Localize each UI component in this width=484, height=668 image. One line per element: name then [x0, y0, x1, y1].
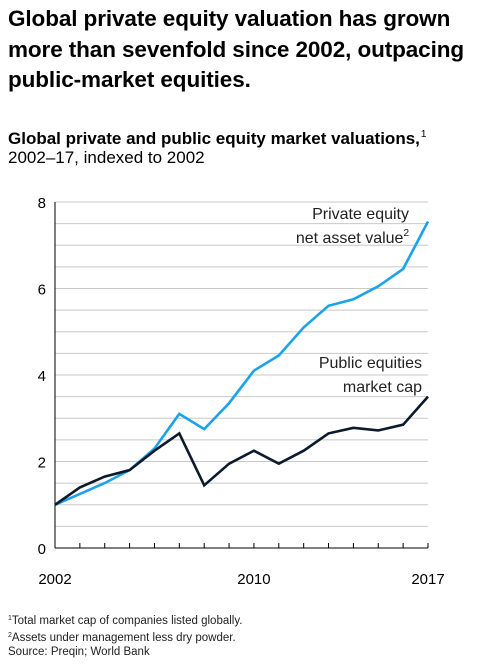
- footnote-mark: 1: [8, 615, 12, 622]
- y-tick-label: 2: [38, 455, 46, 472]
- chart-subtitle: 2002–17, indexed to 2002: [8, 148, 205, 167]
- footnote-text: Total market cap of companies listed glo…: [11, 615, 243, 627]
- headline: Global private equity valuation has grow…: [8, 6, 465, 92]
- chart-labels: 0 2 4 6 8 2002 2010 2017 Private equity net asset…: [38, 195, 445, 588]
- chart-title: Global private and public equity market …: [8, 124, 478, 150]
- private-equity-label-line2: net asset value2: [296, 228, 410, 247]
- private-equity-label-footnote-mark: 2: [403, 228, 409, 239]
- public-equities-label-line1: Public equities: [319, 355, 422, 372]
- private-equity-line: [54, 220, 430, 506]
- y-tick-label: 0: [38, 541, 46, 558]
- x-tick-label: 2010: [237, 571, 270, 588]
- footnote-mark: 2: [8, 631, 12, 639]
- footnotes: 1Total market cap of companies listed gl…: [8, 612, 242, 660]
- gridlines: [54, 201, 428, 549]
- footnote: 1Total market cap of companies listed gl…: [8, 612, 242, 629]
- x-tick-label: 2002: [38, 571, 71, 588]
- public-equities-line: [54, 395, 429, 506]
- chart-title-text: Global private and public equity market …: [8, 129, 420, 148]
- series-lines: [54, 220, 430, 506]
- public-equities-label-line2: market cap: [343, 379, 422, 396]
- footnote: Source: Preqin; World Bank: [8, 645, 242, 660]
- y-tick-label: 4: [38, 368, 46, 385]
- footnote: 2Assets under management less dry powder…: [8, 629, 242, 646]
- private-equity-label-line1: Private equity: [312, 206, 409, 223]
- footnote-text: Source: Preqin; World Bank: [8, 646, 150, 658]
- chart-title-footnote-mark: 1: [420, 129, 427, 140]
- x-tick-label: 2017: [411, 571, 444, 588]
- y-tick-label: 6: [38, 282, 46, 299]
- footnote-text: Assets under management less dry powder.: [11, 631, 236, 644]
- axis-ticks: [54, 543, 429, 548]
- y-tick-label: 8: [38, 195, 46, 212]
